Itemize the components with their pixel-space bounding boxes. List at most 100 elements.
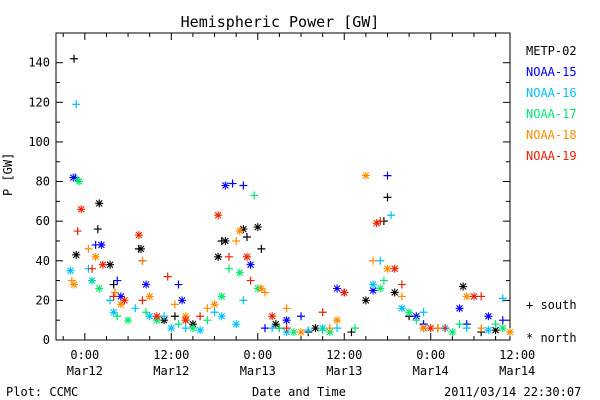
- noaa-19-south-point: [397, 280, 406, 289]
- plot-frame: [55, 32, 511, 341]
- noaa-18-south-point: [138, 256, 147, 265]
- x-tick-time-label: 12:00: [153, 348, 189, 362]
- noaa-17-south-point: [351, 324, 360, 333]
- noaa-18-north-point: [419, 324, 428, 333]
- noaa-15-south-point: [228, 179, 237, 188]
- noaa-19-south-point: [88, 264, 97, 273]
- noaa-18-south-point: [397, 292, 406, 301]
- noaa-19-north-point: [426, 324, 435, 333]
- noaa-16-south-point: [333, 324, 342, 333]
- noaa-19-south-point: [224, 252, 233, 261]
- noaa-15-north-point: [116, 292, 125, 301]
- metp-02-south-point: [70, 54, 79, 63]
- x-tick-time-label: 12:00: [326, 348, 362, 362]
- noaa-18-north-point: [70, 280, 79, 289]
- noaa-19-north-point: [120, 296, 129, 305]
- noaa-18-north-point: [91, 252, 100, 261]
- noaa-16-south-point: [210, 308, 219, 317]
- noaa-16-south-point: [387, 211, 396, 220]
- noaa-19-south-point: [163, 272, 172, 281]
- x-tick-time-label: 0:00: [70, 348, 99, 362]
- noaa-17-north-point: [217, 292, 226, 301]
- noaa-18-north-point: [361, 171, 370, 180]
- noaa-15-north-point: [246, 260, 255, 269]
- noaa-18-north-point: [235, 227, 244, 236]
- noaa-18-north-point: [210, 300, 219, 309]
- noaa-18-south-point: [111, 288, 120, 297]
- noaa-19-north-point: [181, 316, 190, 325]
- noaa-16-north-point: [484, 326, 493, 335]
- noaa-16-south-point: [239, 296, 248, 305]
- noaa-15-north-point: [484, 312, 493, 321]
- noaa-15-south-point: [239, 181, 248, 190]
- x-tick-time-label: 0:00: [416, 348, 445, 362]
- noaa-16-north-point: [217, 312, 226, 321]
- noaa-19-south-point: [138, 296, 147, 305]
- plot-credit: Plot: CCMC: [6, 385, 79, 399]
- noaa-16-south-point: [106, 296, 115, 305]
- noaa-19-south-point: [318, 308, 327, 317]
- noaa-16-south-point: [181, 324, 190, 333]
- noaa-16-north-point: [167, 324, 176, 333]
- noaa-18-north-point: [145, 292, 154, 301]
- noaa-16-north-point: [369, 280, 378, 289]
- noaa-19-north-point: [214, 211, 223, 220]
- noaa-15-south-point: [498, 316, 507, 325]
- noaa-17-north-point: [235, 268, 244, 277]
- chart-title: Hemispheric Power [GW]: [180, 13, 380, 31]
- metp-02-south-point: [242, 233, 251, 242]
- noaa-15-north-point: [69, 173, 78, 182]
- noaa-15-north-point: [142, 280, 151, 289]
- metp-02-north-point: [271, 320, 280, 329]
- legend-item-noaa-18: NOAA-18: [526, 128, 577, 142]
- x-tick-date-label: Mar13: [240, 364, 276, 378]
- metp-02-north-point: [221, 236, 230, 245]
- legend-item-noaa-15: NOAA-15: [526, 65, 577, 79]
- noaa-16-north-point: [145, 312, 154, 321]
- noaa-17-south-point: [174, 320, 183, 329]
- x-tick-date-label: Mar14: [413, 364, 449, 378]
- metp-02-north-point: [239, 225, 248, 234]
- noaa-16-south-point: [498, 294, 507, 303]
- noaa-16-south-point: [160, 312, 169, 321]
- noaa-18-south-point: [433, 324, 442, 333]
- noaa-17-north-point: [95, 284, 104, 293]
- x-axis-label: Date and Time: [252, 385, 346, 399]
- y-tick-label: 100: [28, 135, 50, 149]
- legend-item-metp-02: METP-02: [526, 44, 577, 58]
- noaa-15-north-point: [97, 240, 106, 249]
- noaa-18-north-point: [257, 284, 266, 293]
- noaa-19-south-point: [196, 312, 205, 321]
- noaa-17-south-point: [275, 324, 284, 333]
- y-tick-label: 140: [28, 56, 50, 70]
- metp-02-north-point: [106, 260, 115, 269]
- noaa-19-north-point: [242, 252, 251, 261]
- noaa-18-south-point: [203, 304, 212, 313]
- noaa-17-north-point: [124, 316, 133, 325]
- x-tick-date-label: Mar12: [67, 364, 103, 378]
- noaa-18-south-point: [477, 324, 486, 333]
- legend-item-noaa-17: NOAA-17: [526, 107, 577, 121]
- noaa-16-north-point: [232, 320, 241, 329]
- metp-02-north-point: [214, 252, 223, 261]
- noaa-18-north-point: [333, 316, 342, 325]
- noaa-17-north-point: [405, 308, 414, 317]
- noaa-17-south-point: [379, 276, 388, 285]
- noaa-18-south-point: [282, 304, 291, 313]
- legend-item-noaa-19: NOAA-19: [526, 149, 577, 163]
- noaa-15-south-point: [113, 276, 122, 285]
- metp-02-north-point: [311, 324, 320, 333]
- noaa-16-south-point: [376, 256, 385, 265]
- y-tick-label: 40: [36, 254, 50, 268]
- noaa-16-north-point: [397, 304, 406, 313]
- noaa-15-north-point: [221, 181, 230, 190]
- noaa-15-south-point: [297, 312, 306, 321]
- metp-02-north-point: [459, 282, 468, 291]
- plot-timestamp: 2011/03/14 22:30:07: [444, 385, 582, 399]
- noaa-17-south-point: [224, 264, 233, 273]
- noaa-16-south-point: [131, 304, 140, 313]
- noaa-15-north-point: [282, 316, 291, 325]
- noaa-16-south-point: [72, 100, 81, 109]
- metp-02-south-point: [383, 193, 392, 202]
